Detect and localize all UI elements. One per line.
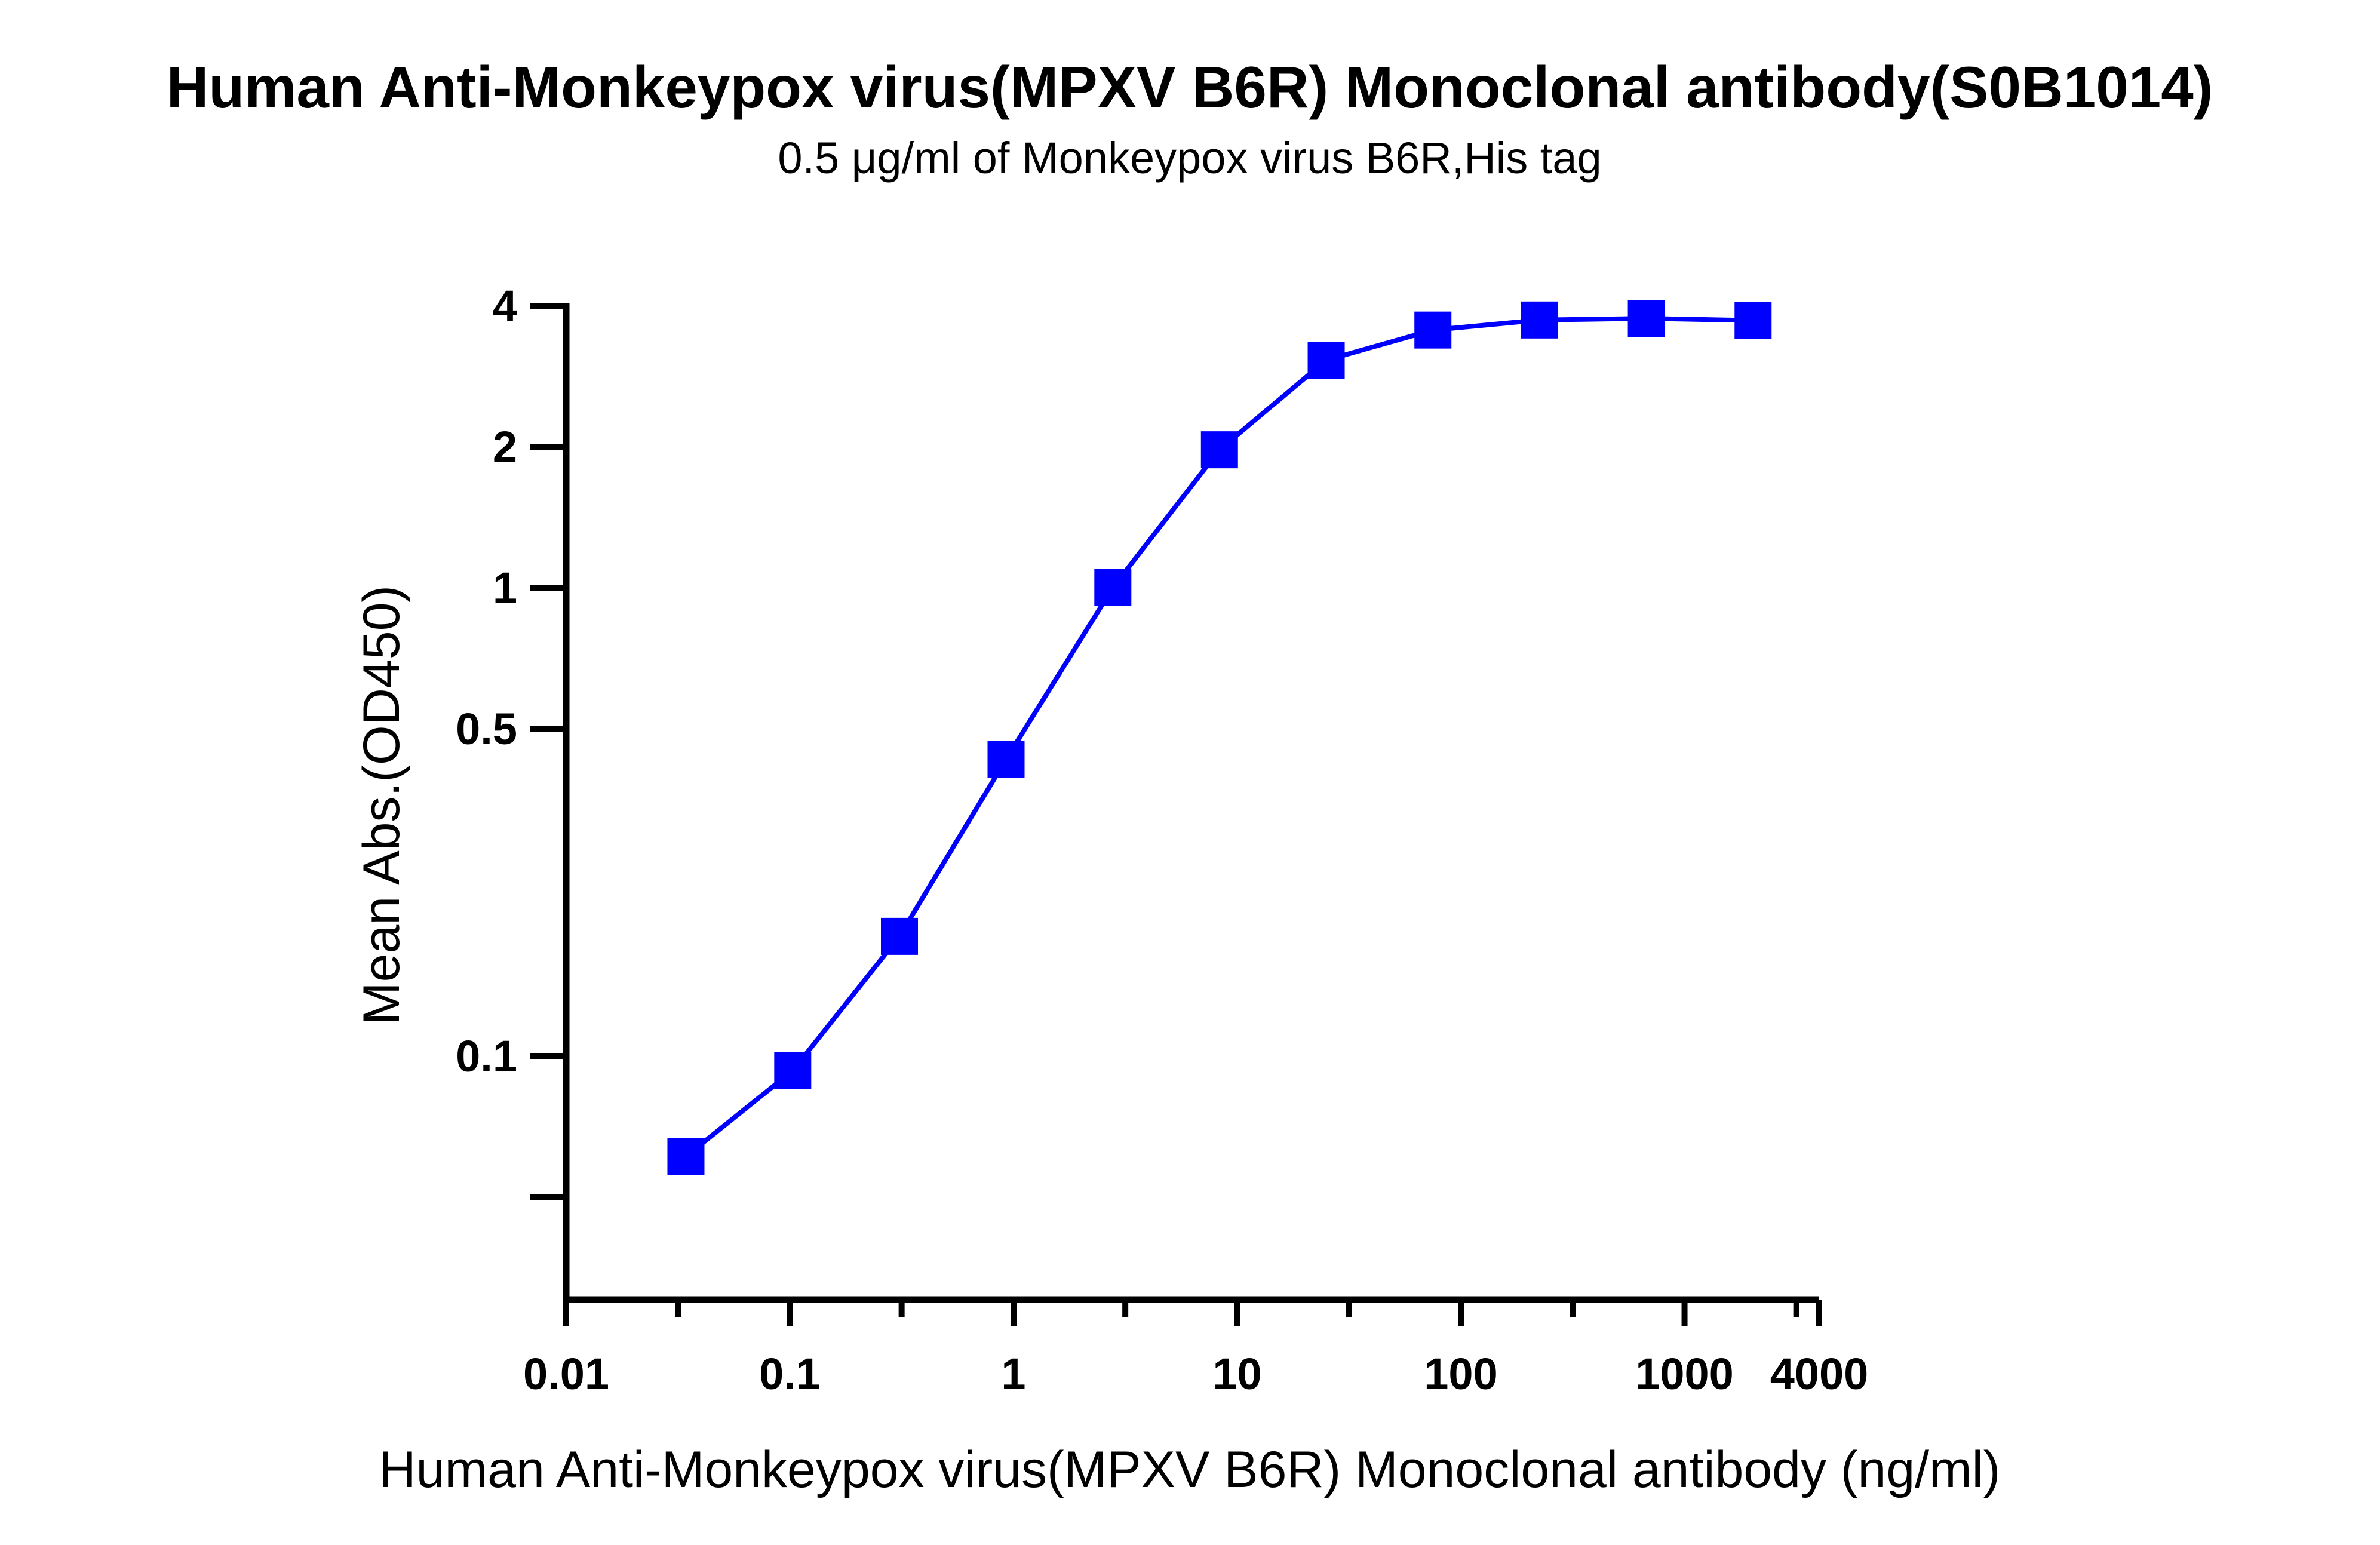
y-tick-label: 1 [493,563,517,613]
y-tick-label: 0.1 [456,1031,517,1081]
y-tick-label: 4 [493,281,517,331]
x-tick-label: 1000 [1635,1349,1734,1399]
data-point-marker [1200,431,1238,469]
data-point-marker [1414,311,1452,349]
data-point-marker [1627,300,1665,337]
data-point-marker [774,1052,812,1089]
x-tick-label: 100 [1424,1349,1497,1399]
chart-title: Human Anti-Monkeypox virus(MPXV B6R) Mon… [167,54,2213,120]
y-axis-label: Mean Abs.(OD450) [353,585,410,1025]
x-tick-label: 0.01 [523,1349,609,1399]
data-point-marker [1307,342,1345,379]
data-point-marker [1521,301,1558,339]
axes [563,303,1819,1303]
x-tick-label: 10 [1212,1349,1261,1399]
x-axis-ticks: 0.01 0.1 1 10 100 1000 4000 [523,1300,1868,1399]
series-points [667,300,1772,1175]
x-tick-label: 4000 [1770,1349,1869,1399]
data-point-marker [1734,302,1772,339]
y-tick-label: 0.5 [456,704,517,754]
data-point-marker [880,917,918,955]
chart-subtitle: 0.5 μg/ml of Monkeypox virus B6R,His tag [778,133,1601,183]
data-point-marker [1094,569,1132,607]
data-point-marker [667,1138,705,1175]
y-tick-label: 2 [493,422,517,472]
x-tick-label: 0.1 [759,1349,821,1399]
y-axis-ticks: 0.1 0.5 1 2 4 [456,281,566,1200]
x-axis-label: Human Anti-Monkeypox virus(MPXV B6R) Mon… [379,1441,2001,1498]
x-tick-label: 1 [1001,1349,1025,1399]
data-point-marker [987,741,1025,778]
